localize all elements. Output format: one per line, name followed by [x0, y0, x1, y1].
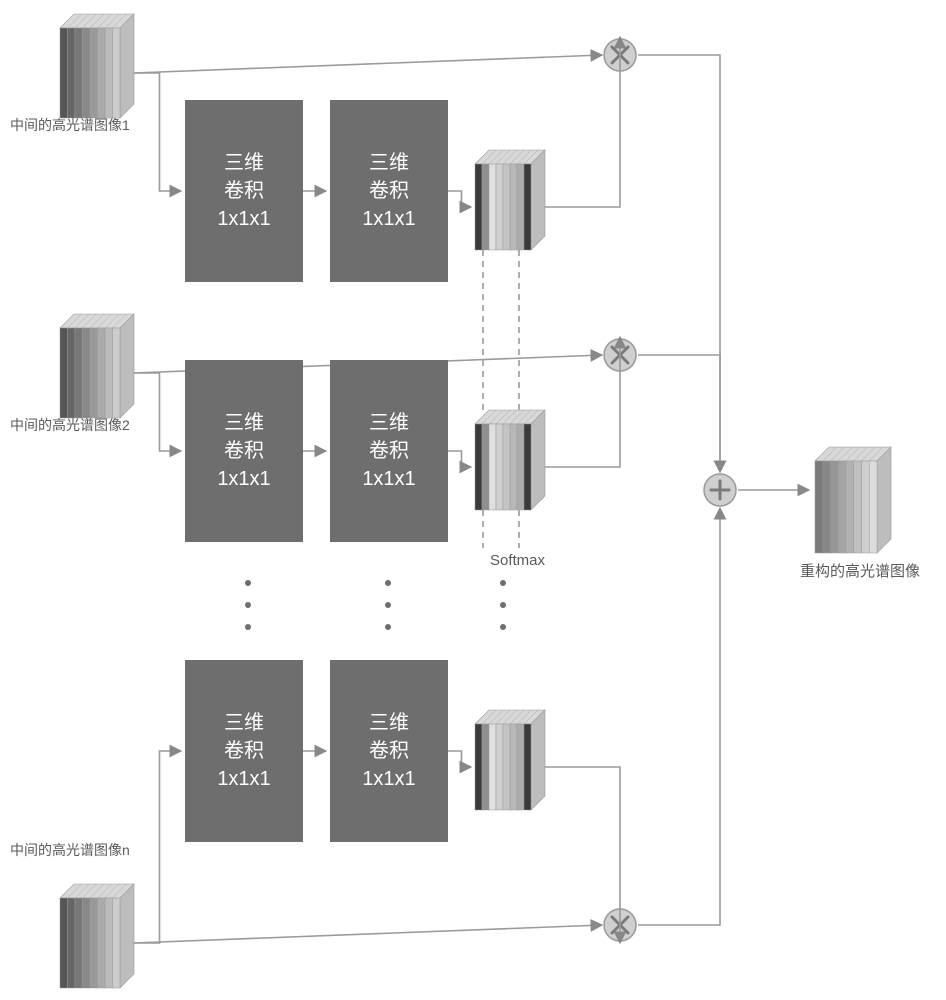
conv-line1: 三维 [369, 409, 409, 437]
conv-line2: 卷积 [369, 737, 409, 765]
conv-line3: 1x1x1 [362, 765, 415, 793]
output-label: 重构的高光谱图像 [800, 560, 920, 581]
connections-layer [0, 0, 946, 1000]
input-cube-branch2 [0, 0, 946, 1000]
conv-block-branch2-2: 三维卷积1x1x1 [330, 360, 448, 542]
input-label-branch_n: 中间的高光谱图像n [10, 840, 130, 860]
multiply-op-branch_n [604, 909, 636, 941]
conv-line1: 三维 [224, 149, 264, 177]
conv-line3: 1x1x1 [217, 205, 270, 233]
multiply-op-branch2 [604, 339, 636, 371]
ellipsis-dot [385, 580, 391, 586]
ellipsis-dot [385, 624, 391, 630]
ellipsis-dot [245, 602, 251, 608]
conv-line1: 三维 [224, 409, 264, 437]
input-cube-branch_n [0, 0, 946, 1000]
input-label-branch2: 中间的高光谱图像2 [10, 415, 130, 435]
conv-line2: 卷积 [224, 737, 264, 765]
conv-line2: 卷积 [224, 437, 264, 465]
conv-line3: 1x1x1 [217, 765, 270, 793]
conv-block-branch_n-1: 三维卷积1x1x1 [185, 660, 303, 842]
conv-line2: 卷积 [369, 177, 409, 205]
sum-op [704, 474, 736, 506]
conv-line1: 三维 [369, 149, 409, 177]
conv-line2: 卷积 [369, 437, 409, 465]
weight-cube-branch1 [0, 0, 946, 1000]
conv-line3: 1x1x1 [362, 205, 415, 233]
ellipsis-dot [245, 580, 251, 586]
weight-cube-branch2 [0, 0, 946, 1000]
ellipsis-dot [500, 602, 506, 608]
input-cube-branch1 [0, 0, 946, 1000]
ellipsis-dot [500, 624, 506, 630]
weight-cube-branch_n [0, 0, 946, 1000]
conv-block-branch2-1: 三维卷积1x1x1 [185, 360, 303, 542]
conv-block-branch_n-2: 三维卷积1x1x1 [330, 660, 448, 842]
conv-block-branch1-1: 三维卷积1x1x1 [185, 100, 303, 282]
conv-line1: 三维 [224, 709, 264, 737]
ellipsis-dot [500, 580, 506, 586]
output-cube [0, 0, 946, 1000]
conv-line2: 卷积 [224, 177, 264, 205]
conv-line3: 1x1x1 [362, 465, 415, 493]
ellipsis-dot [245, 624, 251, 630]
softmax-label: Softmax [490, 552, 545, 569]
conv-line1: 三维 [369, 709, 409, 737]
conv-block-branch1-2: 三维卷积1x1x1 [330, 100, 448, 282]
conv-line3: 1x1x1 [217, 465, 270, 493]
input-label-branch1: 中间的高光谱图像1 [10, 115, 130, 135]
multiply-op-branch1 [604, 39, 636, 71]
ellipsis-dot [385, 602, 391, 608]
